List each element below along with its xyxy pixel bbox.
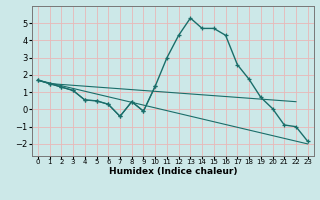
X-axis label: Humidex (Indice chaleur): Humidex (Indice chaleur): [108, 167, 237, 176]
